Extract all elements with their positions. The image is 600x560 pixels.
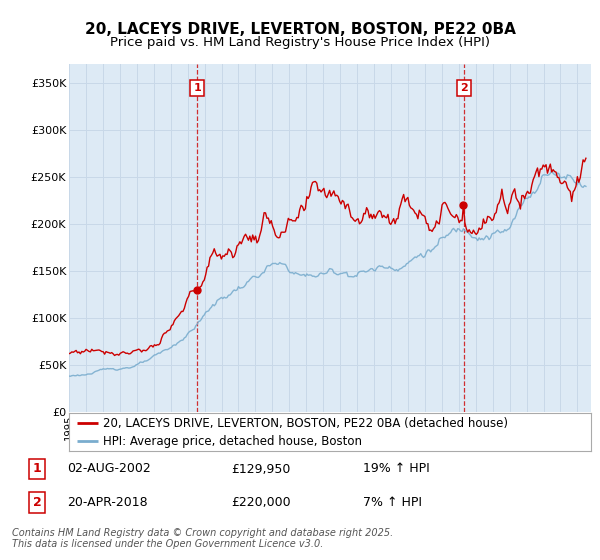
Text: 2: 2	[460, 83, 468, 93]
Text: 20, LACEYS DRIVE, LEVERTON, BOSTON, PE22 0BA: 20, LACEYS DRIVE, LEVERTON, BOSTON, PE22…	[85, 22, 515, 38]
Text: 2: 2	[33, 496, 42, 509]
Text: 7% ↑ HPI: 7% ↑ HPI	[364, 496, 422, 509]
Text: 19% ↑ HPI: 19% ↑ HPI	[364, 463, 430, 475]
Text: 20, LACEYS DRIVE, LEVERTON, BOSTON, PE22 0BA (detached house): 20, LACEYS DRIVE, LEVERTON, BOSTON, PE22…	[103, 417, 508, 430]
Text: £129,950: £129,950	[231, 463, 290, 475]
Text: £220,000: £220,000	[231, 496, 290, 509]
Text: HPI: Average price, detached house, Boston: HPI: Average price, detached house, Bost…	[103, 435, 362, 448]
Text: 20-APR-2018: 20-APR-2018	[67, 496, 148, 509]
Text: 1: 1	[194, 83, 202, 93]
Text: Contains HM Land Registry data © Crown copyright and database right 2025.
This d: Contains HM Land Registry data © Crown c…	[12, 528, 393, 549]
Text: 02-AUG-2002: 02-AUG-2002	[67, 463, 151, 475]
Text: Price paid vs. HM Land Registry's House Price Index (HPI): Price paid vs. HM Land Registry's House …	[110, 36, 490, 49]
Text: 1: 1	[33, 463, 42, 475]
